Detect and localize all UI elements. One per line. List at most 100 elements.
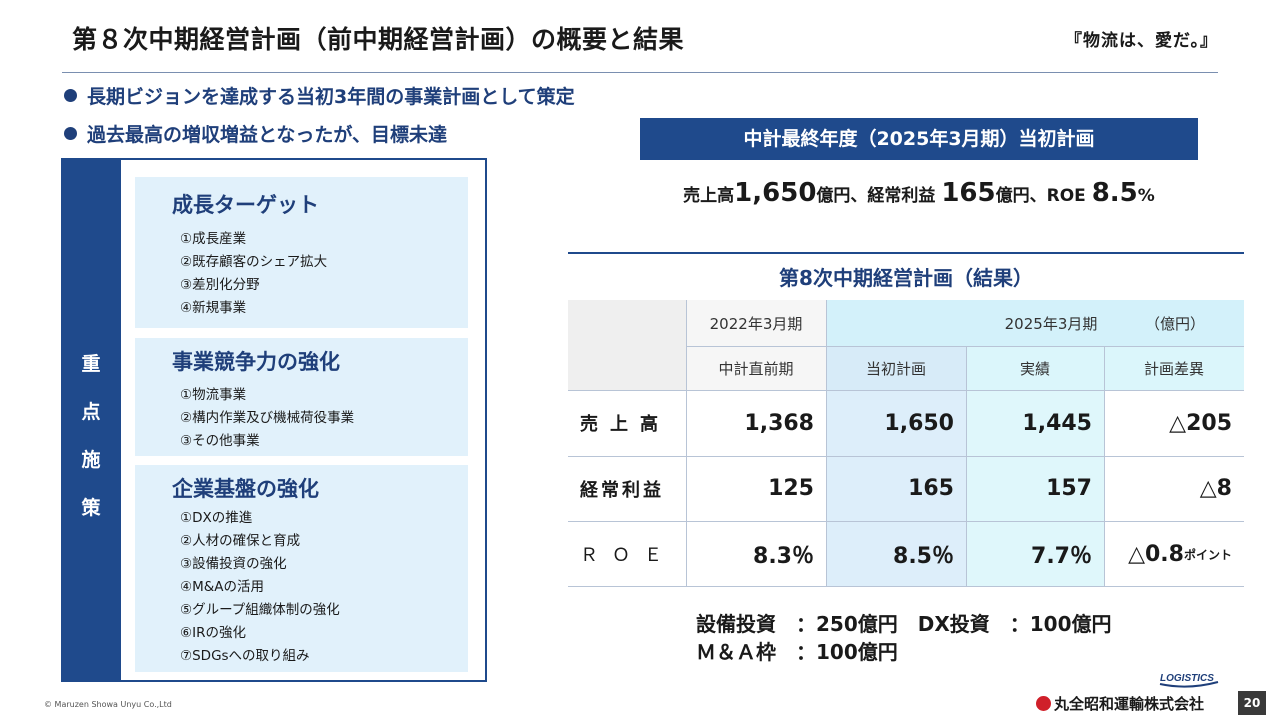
grid-line <box>568 586 1244 587</box>
measures-side-bar <box>61 158 121 682</box>
table-header-bg <box>826 346 966 390</box>
cell-roe-prev: 8.3％ <box>753 544 814 569</box>
initial-plan-values: 売上高1,650億円、経常利益 165億円、ROE 8.5% <box>640 178 1198 208</box>
measure-group-foundation: 企業基盤の強化 ①DXの推進 ②人材の確保と育成 ③設備投資の強化 ④M&Aの活… <box>135 465 468 672</box>
measure-item: ④M&Aの活用 <box>180 579 265 595</box>
measure-item: ⑤グループ組織体制の強化 <box>180 602 340 618</box>
cell-sales-diff: △205 <box>1104 390 1244 456</box>
sales-label: 売上高 <box>683 186 735 206</box>
side-char: 重 <box>81 353 101 375</box>
diff-unit: ポイント <box>1183 547 1232 562</box>
company-mark-icon <box>1036 696 1051 711</box>
bullet-dot-icon <box>64 127 77 140</box>
cell-sales-prev: 1,368 <box>744 410 814 436</box>
header-unit: （億円） <box>1144 314 1205 333</box>
grid-line <box>568 390 1244 391</box>
measure-group-title: 事業競争力の強化 <box>172 350 340 374</box>
page-title: 第８次中期経営計画（前中期経営計画）の概要と結果 <box>72 25 685 54</box>
results-top-rule <box>568 252 1244 254</box>
measure-item: ①DXの推進 <box>180 510 253 526</box>
side-char: 施 <box>81 449 101 471</box>
measure-item: ④新規事業 <box>180 300 247 316</box>
plan-column-bg <box>826 390 966 587</box>
measure-item: ①成長産業 <box>180 231 247 247</box>
investment-line-2: Ｍ＆Ａ枠 ：100億円 <box>696 640 898 664</box>
bullet-2-text: 過去最高の増収増益となったが、目標未達 <box>87 124 448 146</box>
measure-item: ③その他事業 <box>180 433 260 449</box>
initial-plan-banner: 中計最終年度（2025年3月期）当初計画 <box>640 118 1198 160</box>
copyright: © Maruzen Showa Unyu Co.,Ltd <box>44 700 172 709</box>
table-header-bg <box>966 346 1244 390</box>
side-char: 点 <box>81 401 101 423</box>
diff-value: △205 <box>1169 410 1232 436</box>
grid-line <box>568 521 1244 522</box>
measure-item: ②人材の確保と育成 <box>180 533 301 549</box>
title-divider <box>62 72 1218 73</box>
cell-roe-plan: 8.5％ <box>893 544 954 569</box>
measure-group-title: 企業基盤の強化 <box>172 477 319 501</box>
measures-side-label: 重 点 施 策 <box>61 340 121 532</box>
profit-unit: 億円、 <box>995 186 1047 206</box>
slogan: 『物流は、愛だ。』 <box>1065 31 1218 51</box>
measure-item: ②既存顧客のシェア拡大 <box>180 254 328 270</box>
cell-sales-actual: 1,445 <box>1022 410 1092 436</box>
side-char: 策 <box>81 497 101 519</box>
measure-item: ①物流事業 <box>180 387 247 403</box>
diff-value: △0.8 <box>1128 541 1184 567</box>
grid-line <box>568 456 1244 457</box>
bullet-1: 長期ビジョンを達成する当初3年間の事業計画として策定 <box>64 82 575 109</box>
grid-line <box>826 300 827 587</box>
cell-profit-actual: 157 <box>1046 476 1092 501</box>
results-table: 2022年3月期 2025年3月期 （億円） 中計直前期 当初計画 実績 計画差… <box>568 300 1244 587</box>
grid-line <box>686 346 1244 347</box>
header-diff: 計画差異 <box>1143 359 1204 378</box>
table-corner <box>568 300 686 390</box>
roe-unit: % <box>1137 186 1155 206</box>
diff-value: △8 <box>1199 476 1232 501</box>
bullet-dot-icon <box>64 89 77 102</box>
logo-text: LOGISTICS <box>1160 673 1214 684</box>
bullet-2: 過去最高の増収増益となったが、目標未達 <box>64 120 447 147</box>
cell-profit-prev: 125 <box>768 476 814 501</box>
sales-value: 1,650 <box>734 178 817 208</box>
cell-roe-actual: 7.7％ <box>1031 544 1092 569</box>
sales-unit: 億円、 <box>816 186 868 206</box>
header-plan: 当初計画 <box>865 359 926 378</box>
measure-item: ⑦SDGsへの取り組み <box>180 648 310 664</box>
measure-group-competitiveness: 事業競争力の強化 ①物流事業 ②構内作業及び機械荷役事業 ③その他事業 <box>135 338 468 456</box>
logistics-logo: LOGISTICS <box>1159 673 1219 688</box>
grid-line <box>966 346 967 587</box>
table-header-bg <box>826 300 1244 346</box>
row-label-roe: ＲＯＥ <box>580 545 676 566</box>
roe-label: ROE <box>1046 186 1092 206</box>
measure-item: ③差別化分野 <box>180 277 260 293</box>
measure-item: ③設備投資の強化 <box>180 556 287 572</box>
company-name-text: 丸全昭和運輸株式会社 <box>1054 695 1205 713</box>
grid-line <box>686 300 687 587</box>
cell-profit-plan: 165 <box>908 476 954 501</box>
investment-line-1: 設備投資 ：250億円 DX投資 ：100億円 <box>696 612 1112 636</box>
header-target-year: 2025年3月期 <box>1004 314 1098 333</box>
measure-item: ⑥IRの強化 <box>180 625 246 641</box>
measure-item: ②構内作業及び機械荷役事業 <box>180 410 355 426</box>
company-name: 丸全昭和運輸株式会社 <box>1036 693 1204 714</box>
measure-group-title: 成長ターゲット <box>172 193 319 217</box>
measure-group-growth: 成長ターゲット ①成長産業 ②既存顧客のシェア拡大 ③差別化分野 ④新規事業 <box>135 177 468 328</box>
profit-value: 165 <box>941 178 996 208</box>
header-prev-year: 2022年3月期 <box>709 314 803 333</box>
logo-swoosh <box>1159 681 1219 688</box>
header-prev: 中計直前期 <box>718 359 794 378</box>
cell-roe-diff: △0.8 ポイント <box>1104 521 1244 587</box>
results-title: 第8次中期経営計画（結果） <box>779 266 1033 290</box>
profit-label: 経常利益 <box>867 186 942 206</box>
cell-profit-diff: △8 <box>1104 456 1244 521</box>
bullet-1-text: 長期ビジョンを達成する当初3年間の事業計画として策定 <box>87 86 575 108</box>
page-number: 20 <box>1238 691 1266 715</box>
grid-line <box>1104 346 1105 587</box>
header-actual: 実績 <box>1019 359 1050 378</box>
roe-value: 8.5 <box>1091 178 1138 208</box>
cell-sales-plan: 1,650 <box>884 410 954 436</box>
row-label-sales: 売上高 <box>580 414 670 435</box>
table-header-bg <box>686 300 826 390</box>
row-label-profit: 経常利益 <box>580 479 664 501</box>
